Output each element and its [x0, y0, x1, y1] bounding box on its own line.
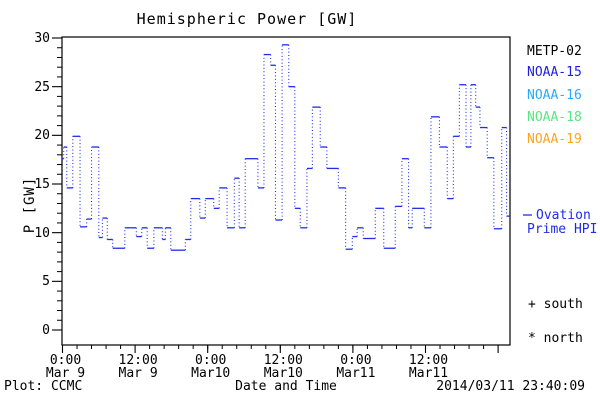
y-tick-label: 20: [34, 128, 50, 144]
x-tick-date-label: Mar11: [336, 366, 376, 381]
plot-box: [61, 36, 511, 346]
y-tick-label: 5: [42, 274, 50, 290]
ovation-legend-line1: Ovation: [536, 208, 591, 223]
x-tick-time-label: 12:00: [263, 353, 303, 368]
x-tick-time-label: 0:00: [195, 353, 227, 368]
legend-item-noaa-15: NOAA-15: [527, 65, 582, 80]
plot-source-label: Plot: CCMC: [4, 379, 83, 394]
x-tick-date-label: Mar11: [408, 366, 449, 381]
legend-item-noaa-16: NOAA-16: [527, 88, 582, 103]
y-tick-label: 0: [42, 323, 50, 338]
x-tick-time-label: 12:00: [118, 353, 158, 368]
x-tick-date-label: Mar 9: [45, 366, 86, 381]
marker-legend-north: * north: [528, 331, 583, 346]
y-tick-label: 15: [34, 177, 50, 192]
plot-title: Hemispheric Power [GW]: [136, 10, 358, 28]
x-tick-date-label: Mar10: [191, 366, 231, 381]
legend-item-noaa-18: NOAA-18: [527, 110, 582, 125]
x-tick-date-label: Mar 9: [118, 366, 158, 381]
x-axis-label: Date and Time: [235, 379, 337, 394]
x-tick-time-label: 0:00: [49, 353, 82, 368]
y-tick-label: 10: [34, 225, 50, 241]
legend-item-noaa-19: NOAA-19: [527, 132, 582, 147]
y-tick-label: 25: [34, 79, 50, 95]
timestamp-label: 2014/03/11 23:40:09: [436, 379, 585, 394]
x-tick-time-label: 0:00: [340, 353, 372, 368]
y-tick-label: 30: [34, 31, 50, 46]
x-tick-time-label: 12:00: [408, 353, 449, 368]
legend-item-metp-02: METP-02: [527, 44, 582, 59]
marker-legend-south: + south: [528, 297, 583, 312]
ovation-legend-line2: Prime HPI: [527, 222, 598, 237]
x-tick-date-label: Mar10: [263, 366, 303, 381]
